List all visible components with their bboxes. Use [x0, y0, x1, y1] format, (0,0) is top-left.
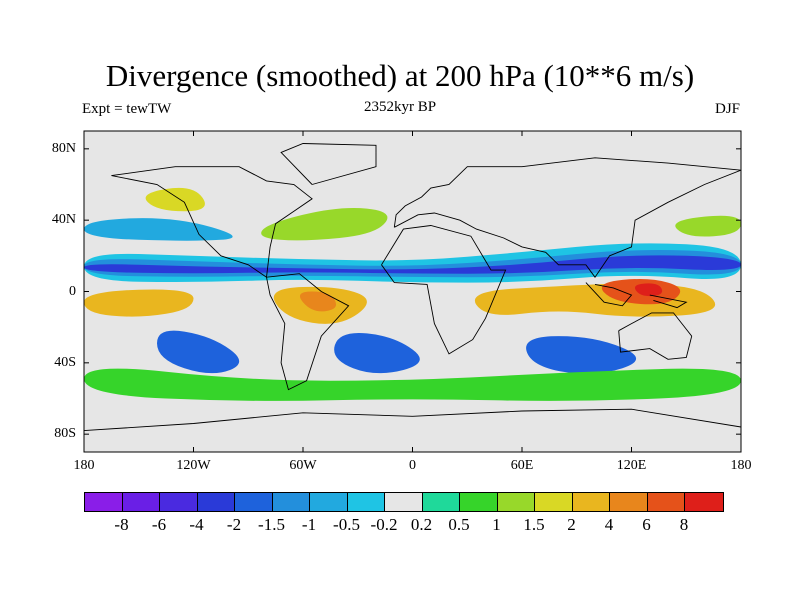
coastline-7	[585, 282, 633, 307]
band-pos-nwpacific	[145, 187, 205, 212]
y-tick-label: 40S	[54, 354, 76, 370]
colorbar-box	[422, 493, 460, 511]
band-pos-pacific	[84, 289, 194, 317]
colorbar-label: 0.2	[410, 515, 433, 534]
colorbar-box	[122, 493, 160, 511]
band-neg-satlantic	[334, 332, 420, 374]
colorbar-box	[347, 493, 385, 511]
coastline-2	[381, 225, 507, 355]
colorbar-box	[385, 493, 423, 511]
x-tick-label: 180	[73, 458, 95, 473]
colorbar-box	[572, 493, 610, 511]
colorbar-label: -6	[151, 515, 167, 534]
coastline-8	[649, 294, 688, 309]
y-tick-label: 80N	[51, 140, 76, 156]
x-tick-label: 180	[730, 458, 752, 473]
coastline-5	[84, 408, 741, 432]
x-tick-label: 0	[409, 458, 416, 473]
band-pos-samerica-core	[299, 291, 337, 312]
colorbar-label: 4	[604, 515, 614, 534]
colorbar-label: 1.5	[523, 515, 545, 534]
colorbar-label: -4	[189, 515, 204, 534]
x-tick-label: 120E	[616, 458, 647, 473]
band-neg-sindian	[526, 336, 637, 374]
band-pos-maritime-core	[634, 283, 663, 297]
colorbar-label: -8	[114, 515, 129, 534]
axis-ticks	[83, 131, 742, 452]
y-tick-label: 40N	[51, 212, 76, 228]
band-pos-southern	[84, 368, 741, 401]
colorbar-box	[85, 493, 123, 511]
band-neg-2	[84, 255, 741, 274]
colorbar-box	[647, 493, 685, 511]
colorbar-label: 1	[492, 515, 501, 534]
colorbar-label: 8	[679, 515, 689, 534]
coastline-6	[280, 143, 377, 185]
colorbar-box	[497, 493, 535, 511]
colorbar-box	[460, 493, 498, 511]
colorbar-label: -0.5	[333, 515, 360, 534]
experiment-label: Expt = tewTW	[82, 101, 172, 117]
divergence-field	[84, 131, 741, 452]
band-neg-spacific	[157, 330, 240, 374]
colorbar-box	[235, 493, 273, 511]
colorbar-label: 6	[642, 515, 651, 534]
y-tick-label: 0	[69, 283, 76, 299]
colorbar-box	[272, 493, 310, 511]
x-tick-label: 120W	[176, 458, 211, 473]
season-label: DJF	[714, 101, 740, 117]
band-neg-npacific	[84, 218, 233, 241]
colorbar-label: 0.5	[448, 515, 470, 534]
x-tick-label: 60E	[510, 458, 534, 473]
colorbar-box	[535, 493, 573, 511]
x-tick-label: 60W	[289, 458, 317, 473]
colorbar-box	[197, 493, 235, 511]
y-tick-label: 80S	[54, 426, 76, 442]
colorbar-label: -1.5	[258, 515, 285, 534]
colorbar-label: -1	[301, 515, 317, 534]
colorbar-label: 2	[567, 515, 576, 534]
coastline-3	[393, 157, 741, 278]
band-pos-natlantic	[261, 207, 388, 241]
colorbar-box	[685, 493, 723, 511]
colorbar-label: -0.2	[370, 515, 398, 534]
plot-title: Divergence (smoothed) at 200 hPa (10**6 …	[105, 58, 695, 93]
time-label: 2352kyr BP	[363, 99, 437, 115]
coastline-1	[266, 273, 350, 391]
coastline-4	[618, 312, 693, 360]
colorbar-box	[160, 493, 198, 511]
colorbar	[84, 492, 724, 512]
colorbar-box	[310, 493, 348, 511]
colorbar-box	[610, 493, 648, 511]
colorbar-label: -2	[226, 515, 242, 534]
coastline-0	[111, 166, 313, 278]
coastlines	[84, 143, 741, 432]
band-pos-npacific	[675, 215, 741, 237]
